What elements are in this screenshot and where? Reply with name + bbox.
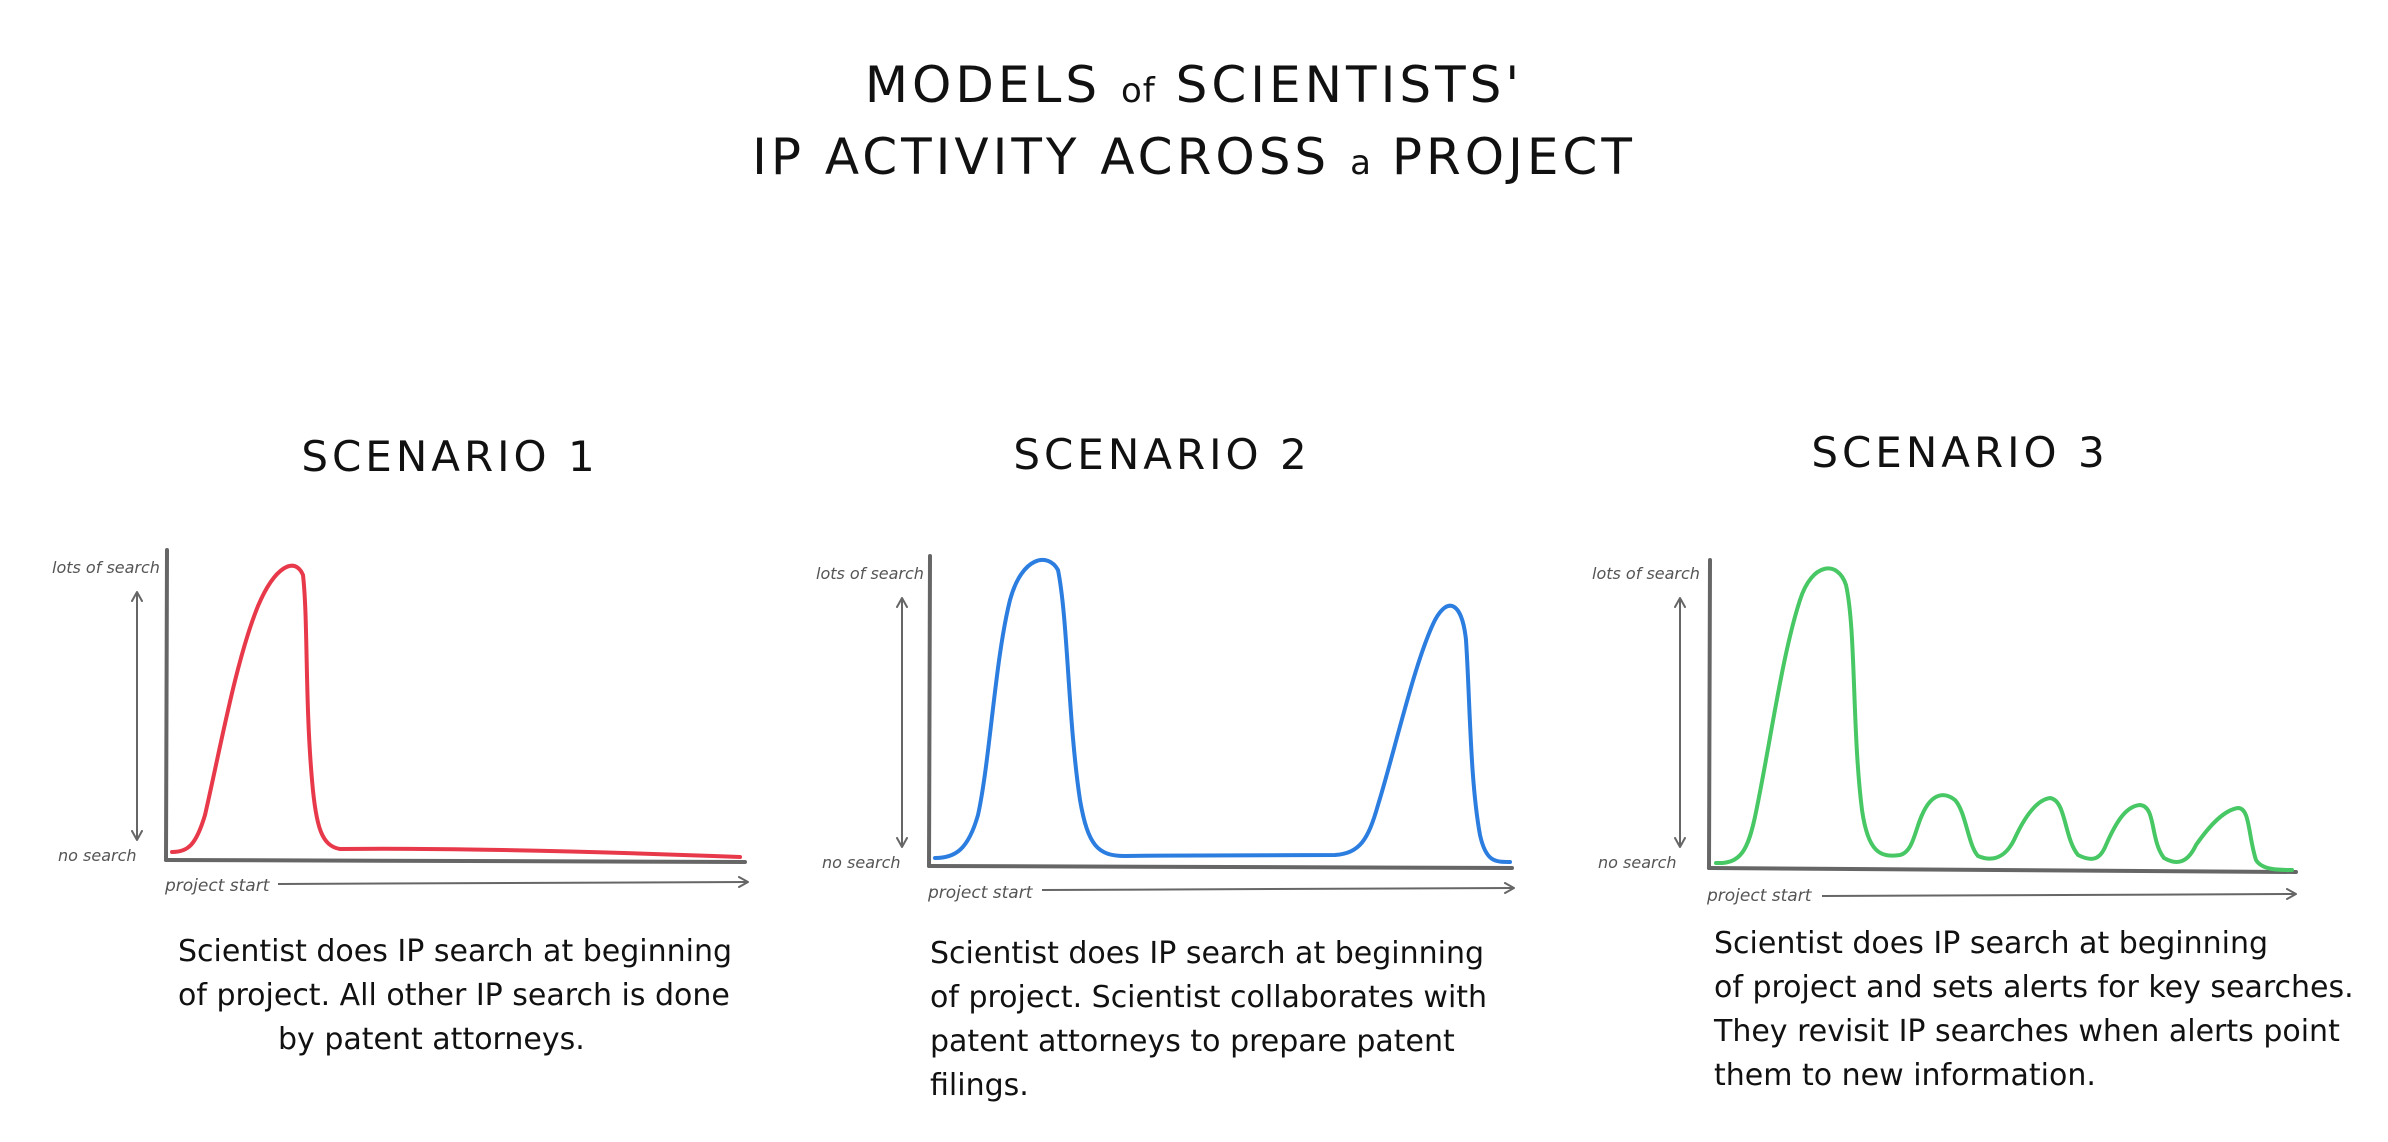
scenario-3-title: SCENARIO 3 (1811, 428, 2109, 477)
panel-2-y-axis (927, 554, 932, 868)
title-word-project: PROJECT (1391, 128, 1636, 186)
scenario-1-curve (170, 563, 742, 859)
panel-2-x-arrow (1041, 882, 1515, 895)
panel-1-y-axis (164, 548, 169, 862)
panel-2-x-label: project start (928, 883, 1033, 903)
main-title-line-2: IP ACTIVITY ACROSS a PROJECT (0, 128, 2388, 186)
title-word-scientists: SCIENTISTS' (1175, 56, 1524, 114)
panel-1-y-top-label: lots of search (52, 558, 160, 577)
title-phrase-ip-activity: IP ACTIVITY ACROSS (752, 128, 1331, 186)
scenario-2-caption-line: of project. Scientist collaborates with (930, 980, 1488, 1015)
scenario-2-title: SCENARIO 2 (1013, 430, 1311, 479)
scenario-1-caption-line: Scientist does IP search at beginning (178, 934, 733, 969)
scenario-3-caption-line: of project and sets alerts for key searc… (1714, 970, 2354, 1005)
title-word-models: MODELS (864, 56, 1102, 114)
panel-3-y-bottom-label: no search (1598, 853, 1677, 872)
scenario-2-caption-line: patent attorneys to prepare patent filin… (930, 1024, 1455, 1103)
panel-3-x-axis (1707, 866, 2298, 874)
scenario-3-caption-line: Scientist does IP search at beginning (1714, 926, 2269, 961)
panel-3-axes (1674, 558, 2298, 901)
panel-3-y-top-label: lots of search (1592, 564, 1700, 583)
panel-2-y-top-label: lots of search (816, 564, 924, 583)
title-word-of: of (1120, 71, 1156, 111)
panel-1-y-bottom-label: no search (58, 846, 137, 865)
scenario-3-caption-line: They revisit IP searches when alerts poi… (1714, 1014, 2340, 1049)
scenario-1-caption-line: of project. All other IP search is done (178, 978, 730, 1013)
panel-3-x-arrow (1821, 888, 2297, 901)
scenario-1-caption: Scientist does IP search at beginning of… (178, 930, 778, 1062)
panel-1-x-label: project start (165, 876, 270, 896)
panel-2-y-bottom-label: no search (822, 853, 901, 872)
main-title-line-1: MODELS of SCIENTISTS' (0, 56, 2388, 114)
panel-2-x-axis (927, 864, 1514, 870)
panel-2-axes (896, 554, 1515, 895)
panel-3-x-label: project start (1707, 886, 1812, 906)
scenario-3-curve (1714, 566, 2294, 872)
scenario-2-curve (933, 558, 1512, 864)
panel-1-x-arrow (277, 876, 749, 889)
panel-1-x-axis (164, 858, 747, 864)
scenario-1-title: SCENARIO 1 (301, 432, 599, 481)
scenario-1-caption-line: by patent attorneys. (278, 1022, 585, 1057)
scenario-2-caption-line: Scientist does IP search at beginning (930, 936, 1485, 971)
scenario-3-caption-line: them to new information. (1714, 1058, 2096, 1093)
panel-1-axes (131, 548, 749, 889)
panel-3-y-axis (1707, 558, 1712, 870)
title-word-a: a (1350, 143, 1372, 183)
scenario-3-caption: Scientist does IP search at beginning of… (1714, 922, 2374, 1098)
scenario-2-caption: Scientist does IP search at beginning of… (930, 932, 1550, 1108)
